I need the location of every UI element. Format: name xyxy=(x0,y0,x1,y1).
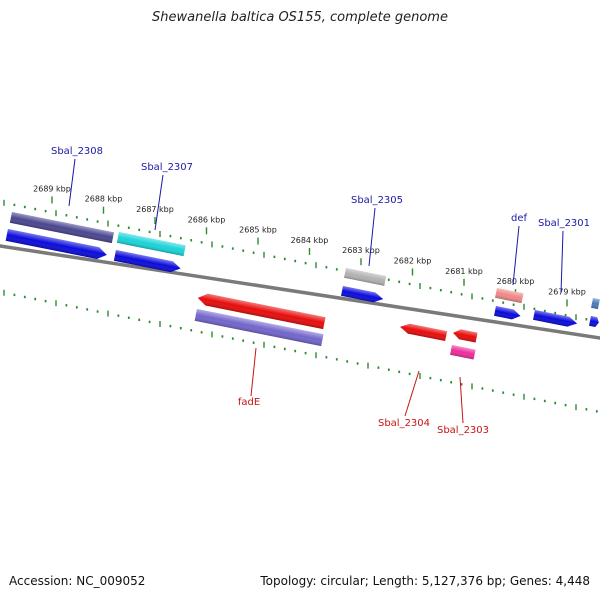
leader-line xyxy=(68,158,76,207)
genome-backbone xyxy=(0,244,600,340)
gene-feature-box xyxy=(495,288,524,304)
gene-label: Sbal_2303 xyxy=(437,425,489,436)
map-title: Shewanella baltica OS155, complete genom… xyxy=(152,10,448,25)
gene-feature-arrow xyxy=(400,323,448,342)
gene-label: fadE xyxy=(238,397,260,408)
gene-features xyxy=(5,212,600,360)
gene-feature-arrow xyxy=(113,250,181,273)
gene-feature-box xyxy=(344,268,387,286)
tick-label: 2686 kbp xyxy=(188,215,226,224)
gene-label: Sbal_2308 xyxy=(51,146,103,157)
gene-feature-arrow xyxy=(197,293,326,330)
tick-label: 2689 kbp xyxy=(33,184,71,193)
gene-feature-box xyxy=(450,345,476,360)
tick-label: 2687 kbp xyxy=(136,205,174,214)
leader-line xyxy=(154,174,164,231)
tick-label: 2684 kbp xyxy=(291,236,329,245)
tick-label: 2685 kbp xyxy=(239,226,277,235)
tick-label: 2679 kbp xyxy=(548,287,586,296)
gene-feature-box xyxy=(9,212,114,244)
backbone xyxy=(0,244,600,340)
tick-label: 2683 kbp xyxy=(342,246,380,255)
leader-line xyxy=(459,376,464,424)
gene-feature-arrow xyxy=(589,316,599,328)
tick-label: 2680 kbp xyxy=(497,277,535,286)
gene-feature-arrow xyxy=(341,286,384,303)
gene-feature-box xyxy=(591,298,600,310)
gene-label: Sbal_2301 xyxy=(538,218,590,229)
genome-summary-text: Topology: circular; Length: 5,127,376 bp… xyxy=(260,574,590,588)
tick-label: 2688 kbp xyxy=(85,195,123,204)
tick-label: 2682 kbp xyxy=(394,257,432,266)
gene-feature-box xyxy=(194,309,324,347)
leader-line xyxy=(250,347,257,397)
gene-feature-arrow xyxy=(533,310,578,327)
gene-label: Sbal_2304 xyxy=(378,418,430,429)
leader-line xyxy=(512,225,520,286)
leader-line xyxy=(560,230,564,294)
accession-text: Accession: NC_009052 xyxy=(9,574,146,588)
gene-feature-arrow xyxy=(494,306,521,320)
gene-label: def xyxy=(511,213,528,224)
scale-ticks: 2689 kbp 2688 kbp 2687 kbp 2686 kbp 2685 kbp… xyxy=(3,184,598,413)
gene-label: Sbal_2305 xyxy=(351,195,403,206)
gene-label: Sbal_2307 xyxy=(141,162,193,173)
leader-line xyxy=(404,370,420,417)
inner-scale-line xyxy=(3,289,598,413)
gene-feature-arrow xyxy=(453,329,478,343)
gene-feature-box xyxy=(116,232,186,257)
leader-line xyxy=(368,207,376,267)
gene-feature-arrow xyxy=(5,229,107,260)
tick-label: 2681 kbp xyxy=(445,267,483,276)
